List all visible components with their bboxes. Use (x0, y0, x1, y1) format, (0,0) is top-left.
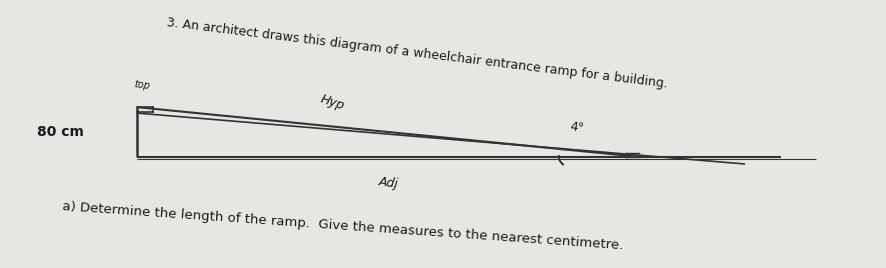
Text: 4°: 4° (568, 121, 584, 135)
Text: Hyp: Hyp (319, 93, 346, 113)
Text: a) Determine the length of the ramp.  Give the measures to the nearest centimetr: a) Determine the length of the ramp. Giv… (62, 200, 623, 252)
Text: top: top (133, 79, 151, 91)
Text: 3. An architect draws this diagram of a wheelchair entrance ramp for a building.: 3. An architect draws this diagram of a … (166, 16, 667, 91)
Text: Adj: Adj (377, 176, 399, 191)
Text: 80 cm: 80 cm (37, 125, 84, 139)
